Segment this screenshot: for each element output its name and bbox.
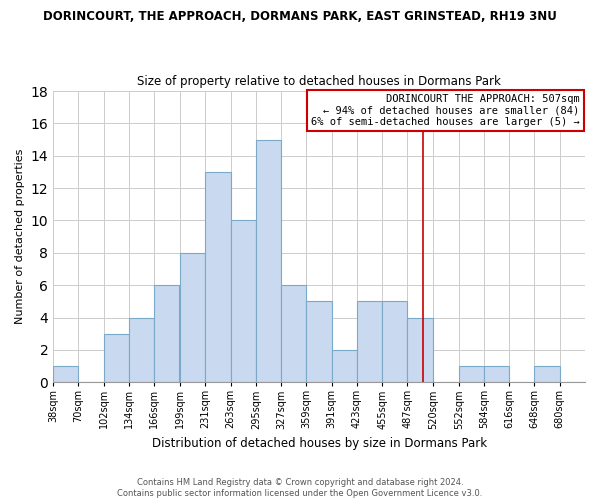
Text: DORINCOURT THE APPROACH: 507sqm
← 94% of detached houses are smaller (84)
6% of : DORINCOURT THE APPROACH: 507sqm ← 94% of… [311,94,580,127]
Bar [357,302,382,382]
Title: Size of property relative to detached houses in Dormans Park: Size of property relative to detached ho… [137,76,501,88]
Bar [459,366,484,382]
Bar [281,285,307,382]
Bar [154,285,179,382]
Bar [332,350,357,382]
Bar [382,302,407,382]
Bar [484,366,509,382]
Bar [180,253,205,382]
Bar [535,366,560,382]
Bar [307,302,332,382]
Bar [256,140,281,382]
Bar [104,334,129,382]
Text: DORINCOURT, THE APPROACH, DORMANS PARK, EAST GRINSTEAD, RH19 3NU: DORINCOURT, THE APPROACH, DORMANS PARK, … [43,10,557,23]
Y-axis label: Number of detached properties: Number of detached properties [15,149,25,324]
X-axis label: Distribution of detached houses by size in Dormans Park: Distribution of detached houses by size … [152,437,487,450]
Bar [205,172,231,382]
Text: Contains HM Land Registry data © Crown copyright and database right 2024.
Contai: Contains HM Land Registry data © Crown c… [118,478,482,498]
Bar [231,220,256,382]
Bar [53,366,79,382]
Bar [129,318,154,382]
Bar [407,318,433,382]
